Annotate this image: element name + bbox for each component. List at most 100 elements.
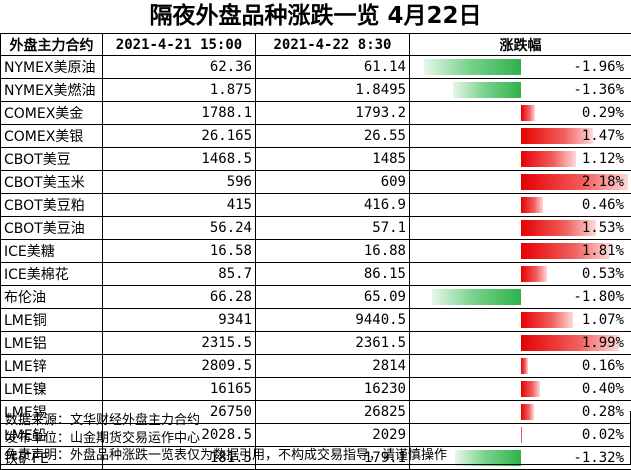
change-cell: -1.80% bbox=[410, 286, 631, 309]
price-prev: 596 bbox=[103, 171, 256, 194]
change-percent: 1.81% bbox=[582, 240, 624, 262]
change-cell: 1.12% bbox=[410, 148, 631, 171]
price-prev: 1788.1 bbox=[103, 102, 256, 125]
change-percent: -1.32% bbox=[573, 447, 624, 469]
contract-name: LME铝 bbox=[1, 332, 103, 355]
price-curr: 1485 bbox=[256, 148, 410, 171]
change-cell: -1.36% bbox=[410, 79, 631, 102]
change-cell: 1.81% bbox=[410, 240, 631, 263]
contract-name: LME铜 bbox=[1, 309, 103, 332]
contract-name: CBOT美豆粕 bbox=[1, 194, 103, 217]
col-header-change: 涨跌幅 bbox=[410, 34, 631, 56]
change-bar-up bbox=[521, 266, 547, 282]
change-percent: 1.53% bbox=[582, 217, 624, 239]
col-header-date2: 2021-4-22 8:30 bbox=[256, 34, 410, 56]
price-prev: 56.24 bbox=[103, 217, 256, 240]
change-percent: 0.02% bbox=[582, 424, 624, 446]
contract-name: NYMEX美原油 bbox=[1, 56, 103, 79]
contract-name: LME镍 bbox=[1, 378, 103, 401]
price-curr: 61.14 bbox=[256, 56, 410, 79]
change-cell: 1.99% bbox=[410, 332, 631, 355]
change-percent: -1.80% bbox=[573, 286, 624, 308]
change-cell: 1.07% bbox=[410, 309, 631, 332]
contract-name: CBOT美豆油 bbox=[1, 217, 103, 240]
price-curr: 416.9 bbox=[256, 194, 410, 217]
change-percent: -1.36% bbox=[573, 79, 624, 101]
change-cell: 0.53% bbox=[410, 263, 631, 286]
change-bar-up bbox=[521, 381, 541, 397]
table-header-row: 外盘主力合约 2021-4-21 15:00 2021-4-22 8:30 涨跌… bbox=[1, 34, 631, 56]
price-prev: 2315.5 bbox=[103, 332, 256, 355]
price-prev: 16165 bbox=[103, 378, 256, 401]
change-bar-down bbox=[432, 289, 521, 305]
price-curr: 16230 bbox=[256, 378, 410, 401]
price-curr: 86.15 bbox=[256, 263, 410, 286]
change-bar-down bbox=[424, 59, 521, 75]
contract-name: COMEX美金 bbox=[1, 102, 103, 125]
change-bar-up bbox=[521, 151, 576, 167]
price-curr: 1.8495 bbox=[256, 79, 410, 102]
change-cell: 0.29% bbox=[410, 102, 631, 125]
change-percent: 0.28% bbox=[582, 401, 624, 423]
price-prev: 1.875 bbox=[103, 79, 256, 102]
contract-name: ICE美糖 bbox=[1, 240, 103, 263]
change-percent: 0.53% bbox=[582, 263, 624, 285]
change-bar-up bbox=[521, 312, 574, 328]
contract-name: LME锌 bbox=[1, 355, 103, 378]
price-prev: 66.28 bbox=[103, 286, 256, 309]
contract-name: CBOT美豆 bbox=[1, 148, 103, 171]
change-percent: 1.12% bbox=[582, 148, 624, 170]
change-percent: 0.16% bbox=[582, 355, 624, 377]
change-percent: 1.99% bbox=[582, 332, 624, 354]
price-prev: 415 bbox=[103, 194, 256, 217]
sheet-title: 隔夜外盘品种涨跌一览 4月22日 bbox=[0, 0, 631, 33]
change-bar-up bbox=[521, 358, 529, 374]
change-cell: 0.16% bbox=[410, 355, 631, 378]
price-prev: 62.36 bbox=[103, 56, 256, 79]
price-curr: 1793.2 bbox=[256, 102, 410, 125]
price-curr: 26.55 bbox=[256, 125, 410, 148]
col-header-date1: 2021-4-21 15:00 bbox=[103, 34, 256, 56]
col-header-name: 外盘主力合约 bbox=[1, 34, 103, 56]
change-bar-up bbox=[521, 105, 535, 121]
change-bar-up bbox=[521, 197, 544, 213]
contract-name: ICE美棉花 bbox=[1, 263, 103, 286]
price-curr: 9440.5 bbox=[256, 309, 410, 332]
price-curr: 16.88 bbox=[256, 240, 410, 263]
contract-name: COMEX美银 bbox=[1, 125, 103, 148]
change-cell: 0.40% bbox=[410, 378, 631, 401]
change-cell: 0.46% bbox=[410, 194, 631, 217]
price-curr: 609 bbox=[256, 171, 410, 194]
price-prev: 16.58 bbox=[103, 240, 256, 263]
price-curr: 2361.5 bbox=[256, 332, 410, 355]
change-cell: 2.18% bbox=[410, 171, 631, 194]
change-percent: 0.46% bbox=[582, 194, 624, 216]
contract-name: 布伦油 bbox=[1, 286, 103, 309]
change-percent: -1.96% bbox=[573, 56, 624, 78]
change-percent: 1.07% bbox=[582, 309, 624, 331]
change-percent: 0.29% bbox=[582, 102, 624, 124]
change-percent: 2.18% bbox=[582, 171, 624, 193]
contract-name: NYMEX美燃油 bbox=[1, 79, 103, 102]
commodity-table: 外盘主力合约 2021-4-21 15:00 2021-4-22 8:30 涨跌… bbox=[0, 33, 631, 470]
price-prev: 2809.5 bbox=[103, 355, 256, 378]
note-source: 数据来源：文华财经外盘主力合约 bbox=[5, 412, 626, 430]
change-cell: 1.53% bbox=[410, 217, 631, 240]
change-percent: 1.47% bbox=[582, 125, 624, 147]
price-curr: 57.1 bbox=[256, 217, 410, 240]
contract-name: CBOT美玉米 bbox=[1, 171, 103, 194]
